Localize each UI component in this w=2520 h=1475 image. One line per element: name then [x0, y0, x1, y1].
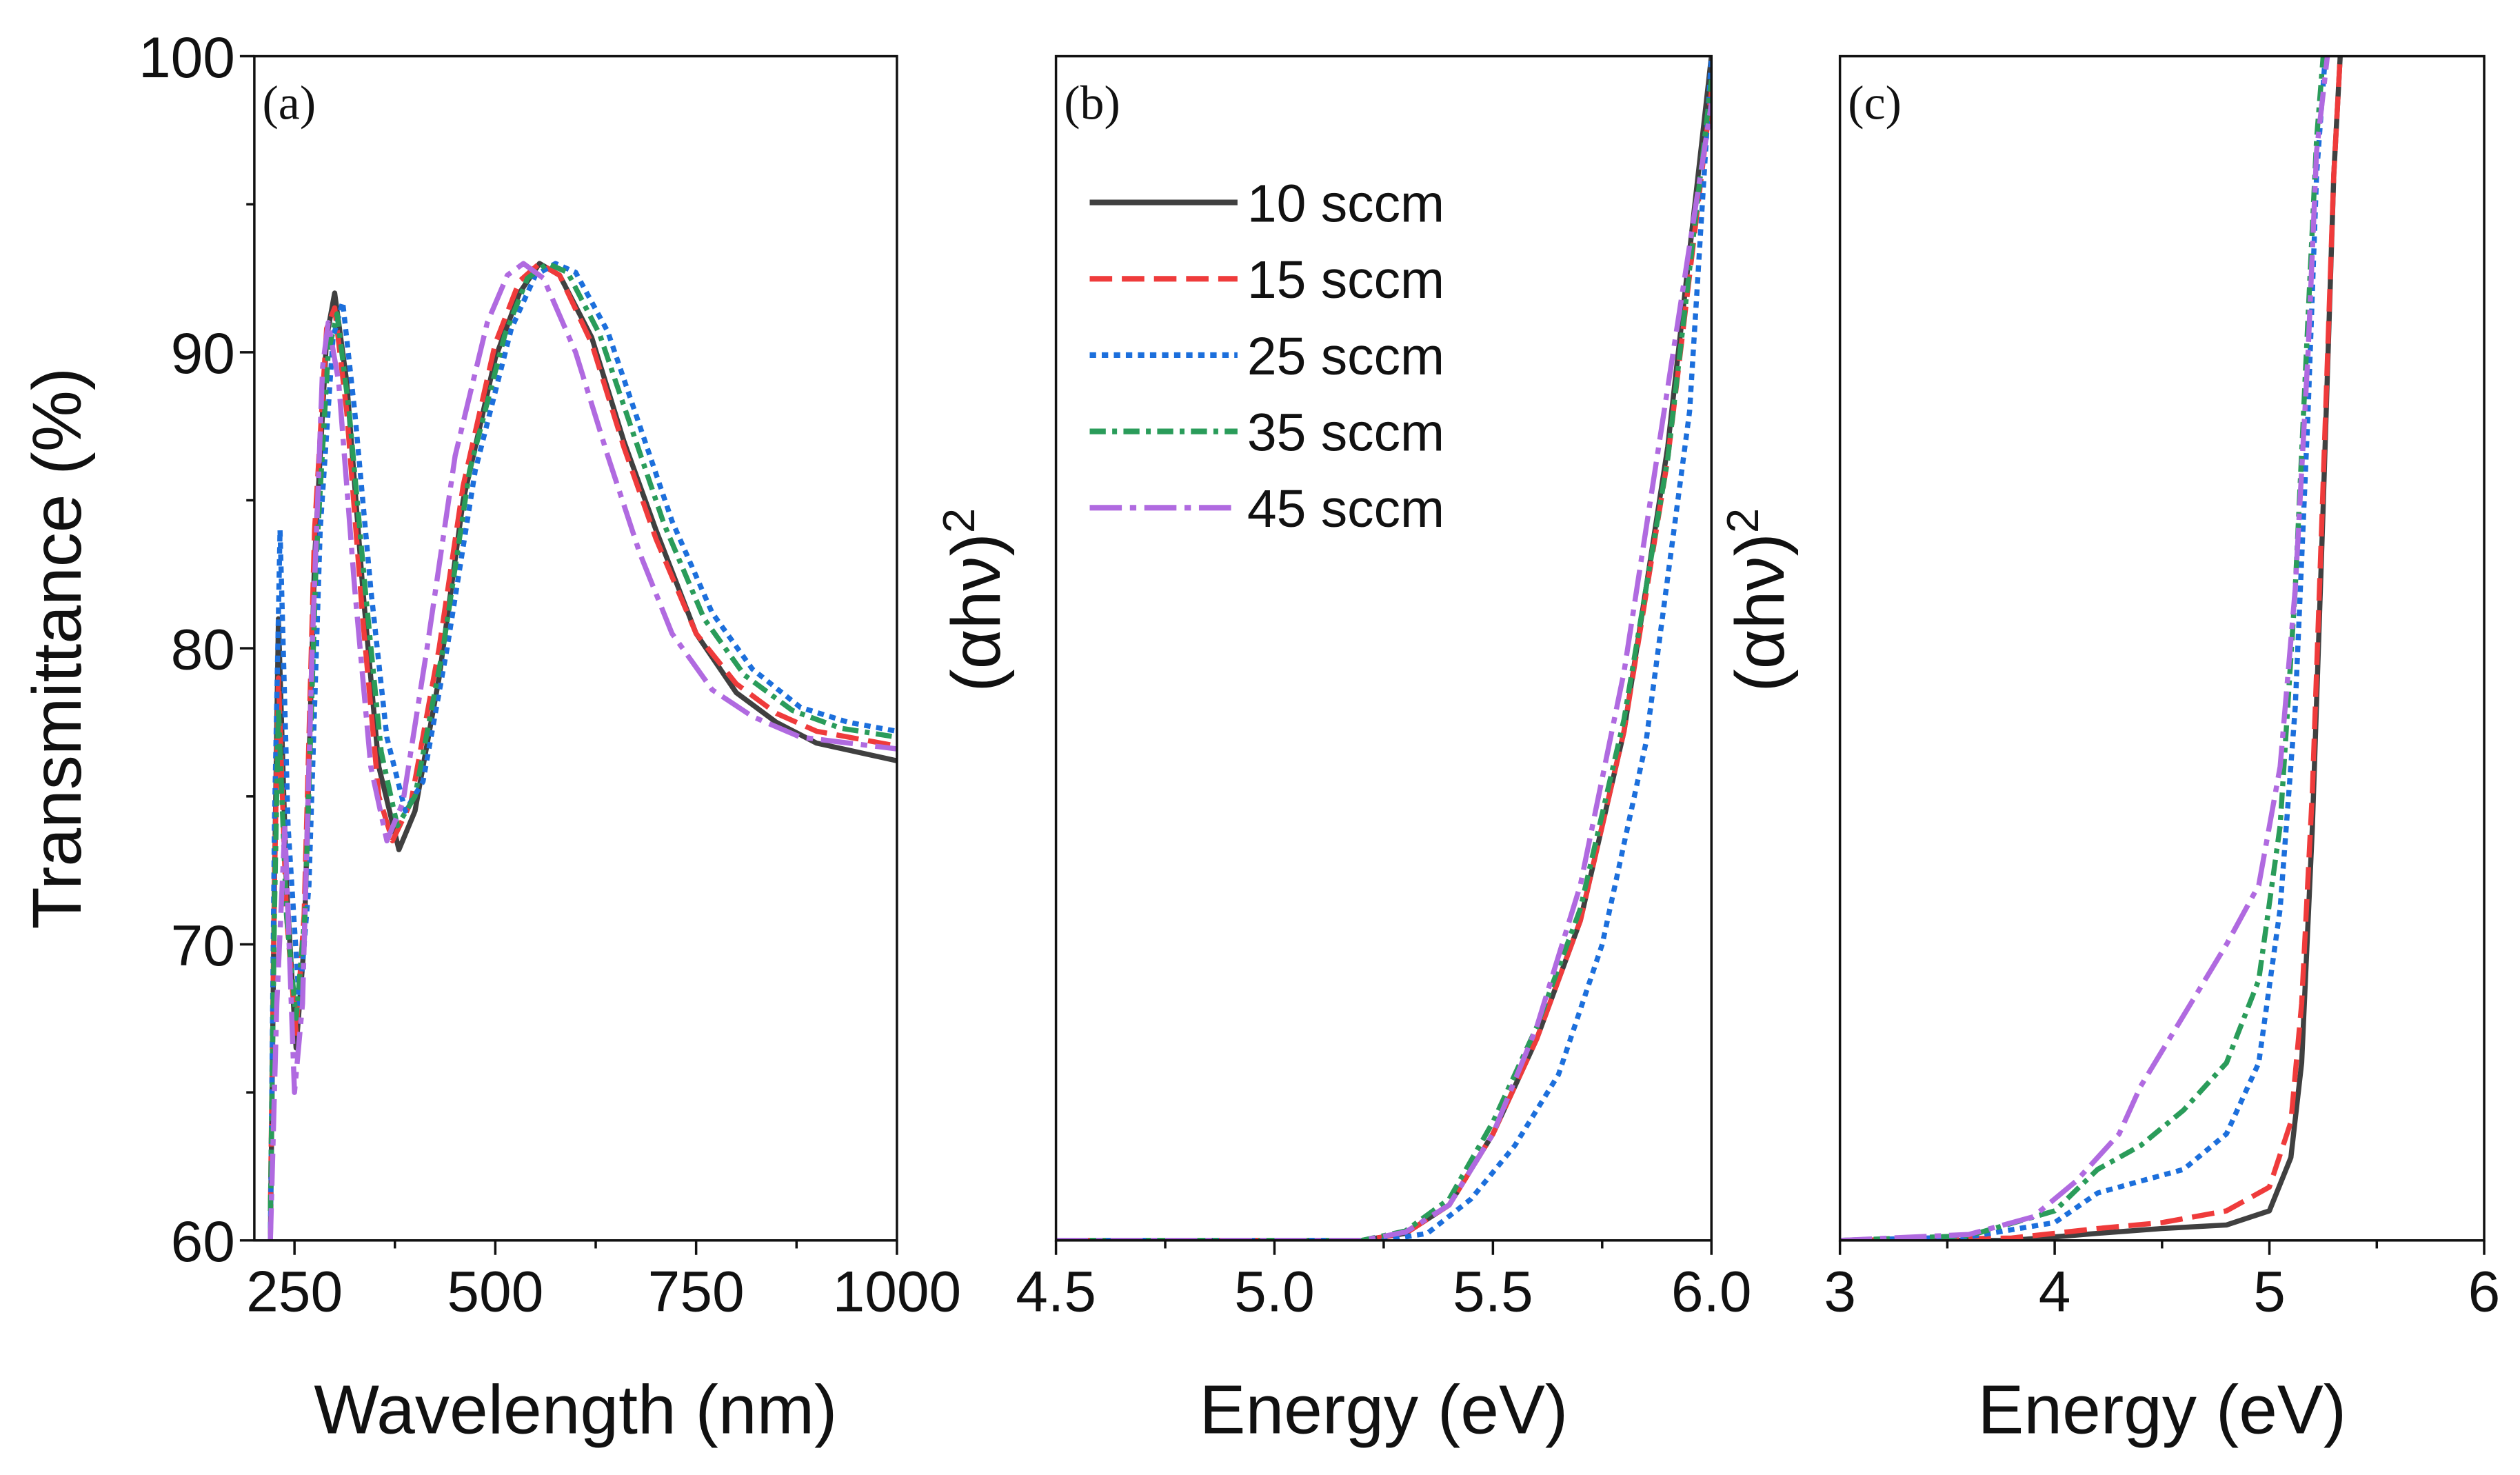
x-tick-label: 5.5	[1453, 1258, 1533, 1323]
legend: 10 sccm 15 sccm 25 sccm 35 sccm 45 sccm	[1089, 174, 1444, 539]
plot-frame	[253, 54, 898, 1242]
plot-frame	[1054, 54, 1713, 1242]
series-line-15-sccm	[1839, 56, 2343, 1241]
panel-c: 3 4 5 6 Energy (eV) (αhν)2 (c)	[1717, 54, 2501, 1448]
legend-item: 35 sccm	[1089, 403, 1444, 463]
panel-label: (b)	[1064, 77, 1120, 130]
legend-label: 15 sccm	[1247, 250, 1444, 310]
x-tick-label: 6.0	[1671, 1258, 1752, 1323]
series-line-10-sccm	[1056, 56, 1712, 1241]
x-tick-label: 5	[2253, 1258, 2286, 1323]
x-axis-title: Wavelength (nm)	[314, 1371, 837, 1448]
x-tick-label: 3	[1824, 1258, 1856, 1323]
x-axis-title: Energy (eV)	[1200, 1371, 1569, 1448]
x-tick-label: 750	[648, 1258, 745, 1323]
series-line-45-sccm	[1839, 56, 2330, 1241]
y-axis-title-base: (αhν)	[938, 533, 1015, 692]
legend-item: 10 sccm	[1089, 174, 1444, 234]
x-tick-label: 6	[2468, 1258, 2501, 1323]
y-tick-label: 90	[171, 321, 235, 385]
x-tick-label: 250	[246, 1258, 343, 1323]
series-line-35-sccm	[268, 261, 897, 1211]
x-tick-label: 500	[447, 1258, 543, 1323]
panel-a: 250 500 750 1000 Wavelength (nm) 60 70 80 90 100 T…	[19, 25, 961, 1449]
plot-frame	[1838, 54, 2486, 1242]
series-line-45-sccm	[268, 261, 897, 1241]
panel-label: (c)	[1848, 77, 1902, 130]
y-tick-label: 80	[171, 616, 235, 681]
y-tick-label: 60	[171, 1209, 235, 1274]
legend-item: 15 sccm	[1089, 250, 1444, 310]
y-tick-label: 100	[139, 25, 235, 90]
y-axis-title-base: (αhν)	[1722, 533, 1799, 692]
series-line-35-sccm	[1839, 56, 2326, 1241]
legend-label: 45 sccm	[1247, 479, 1444, 539]
y-tick-label: 70	[171, 913, 235, 978]
series-line-10-sccm	[268, 261, 897, 1241]
series-line-25-sccm	[268, 261, 897, 1241]
x-tick-label: 1000	[833, 1258, 962, 1323]
series-line-25-sccm	[1839, 56, 2328, 1241]
y-axis-title-superscript: 2	[1717, 508, 1768, 533]
series-line-10-sccm	[1839, 56, 2343, 1241]
legend-label: 25 sccm	[1247, 327, 1444, 386]
y-axis-title: Transmittance (%)	[19, 368, 96, 930]
series-line-25-sccm	[1056, 56, 1712, 1241]
x-axis-title: Energy (eV)	[1978, 1371, 2347, 1448]
legend-label: 35 sccm	[1247, 403, 1444, 463]
x-tick-label: 5.0	[1234, 1258, 1315, 1323]
panel-label: (a)	[263, 77, 316, 130]
legend-item: 45 sccm	[1089, 479, 1444, 539]
y-axis-title-superscript: 2	[934, 508, 984, 533]
series-line-45-sccm	[1056, 103, 1712, 1241]
legend-label: 10 sccm	[1247, 174, 1444, 234]
legend-item: 25 sccm	[1089, 327, 1444, 386]
y-axis-title: (αhν)2	[934, 508, 1015, 692]
x-tick-label: 4.5	[1016, 1258, 1096, 1323]
x-tick-label: 4	[2039, 1258, 2071, 1323]
y-axis-title: (αhν)2	[1717, 508, 1799, 692]
